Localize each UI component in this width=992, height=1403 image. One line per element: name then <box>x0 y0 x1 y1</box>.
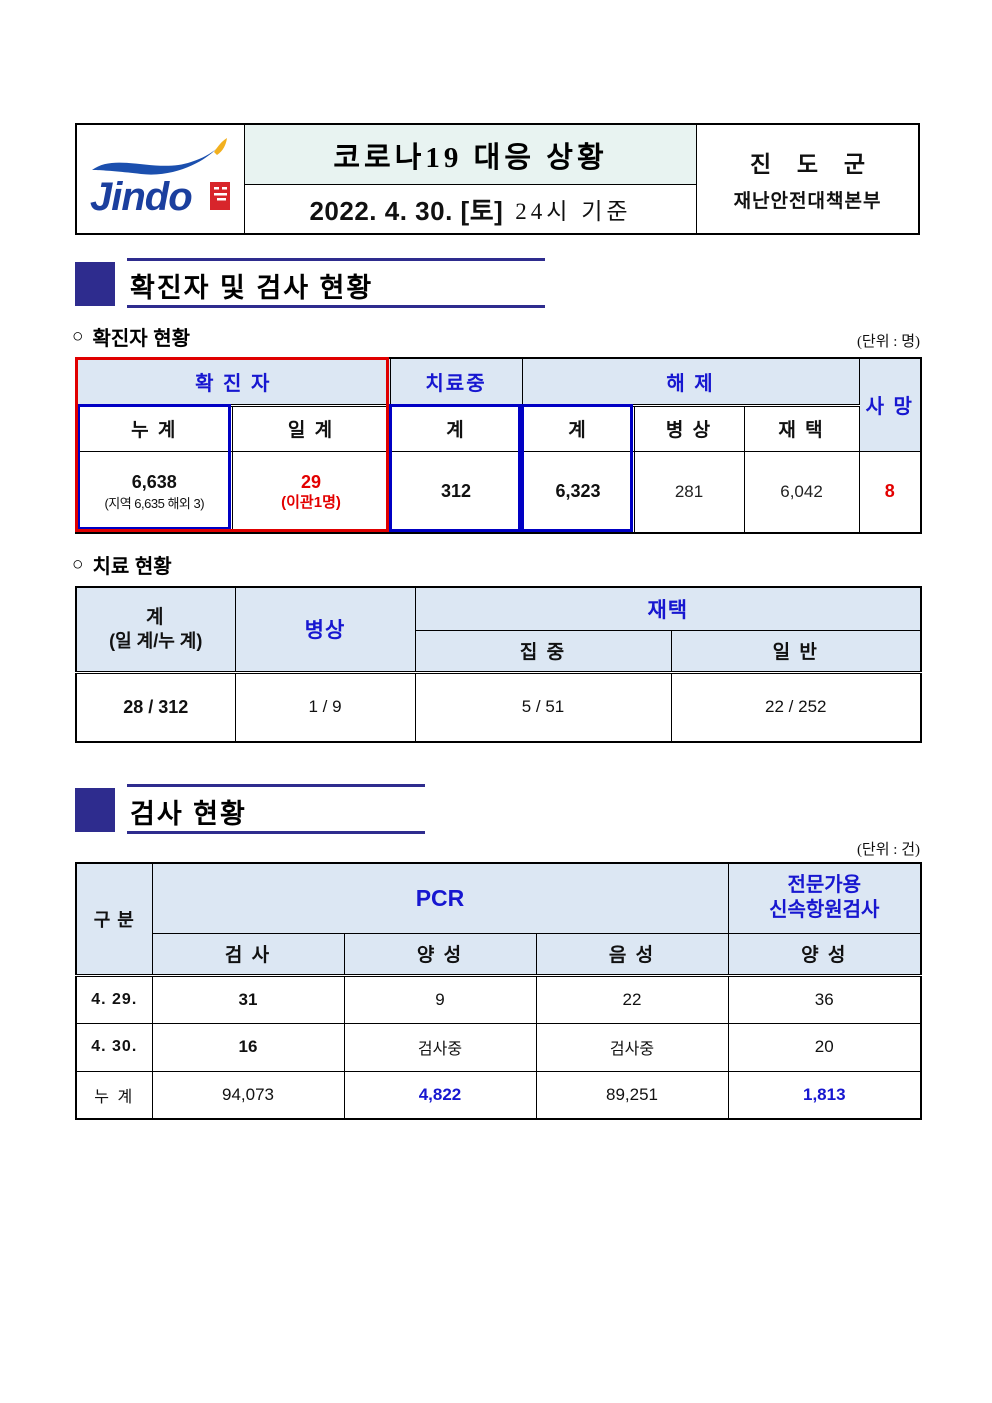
cell-released-total: 6,323 <box>521 450 635 534</box>
date-basis: 24시 기준 <box>515 199 632 224</box>
col-header-tested: 검 사 <box>151 932 345 977</box>
cell-treatment-general: 22 / 252 <box>670 671 922 743</box>
row-label: 4. 29. <box>75 974 153 1024</box>
logo-wordmark: Jindo <box>90 175 192 219</box>
org-name: 진 도 군 <box>750 152 875 177</box>
test-row-cumulative: 누 계 94,073 4,822 89,251 1,813 <box>75 1070 922 1120</box>
section2-topline <box>127 784 425 787</box>
col-header-intensive: 집 중 <box>414 629 672 674</box>
daily-value: 29 <box>300 471 322 492</box>
confirmed-table: 확 진 자 치료중 해 제 사 망 누 계 일 계 계 계 병 상 재 택 6,… <box>75 357 923 534</box>
unit-label-cases: (단위 : 건) <box>856 842 920 858</box>
col-header-general: 일 반 <box>670 629 922 674</box>
test-row-0430: 4. 30. 16 검사중 검사중 20 <box>75 1022 922 1072</box>
cell-released-bed: 281 <box>633 450 745 534</box>
org-department: 재난안전대책본부 <box>733 191 882 212</box>
cell-tested: 31 <box>151 974 345 1024</box>
section2-heading: 검사 현황 <box>130 799 247 829</box>
cell-rat-positive: 1,813 <box>727 1070 922 1120</box>
header-title-block: 코로나19 대응 상황 2022. 4. 30. [토] 24시 기준 <box>245 125 697 233</box>
cell-cumulative: 6,638 (지역 6,635 해외 3) <box>75 450 233 534</box>
colgroup-rat: 전문가용 신속항원검사 <box>727 862 922 934</box>
cell-negative: 89,251 <box>535 1070 729 1120</box>
cell-released-home: 6,042 <box>743 450 860 534</box>
cumulative-value: 6,638 <box>131 472 177 493</box>
col-header-released-bed: 병 상 <box>633 404 745 452</box>
section1-heading: 확진자 및 검사 현황 <box>130 273 374 303</box>
col-header-released-total: 계 <box>521 404 635 452</box>
cell-treatment-bed: 1 / 9 <box>234 671 416 743</box>
colgroup-pcr: PCR <box>151 862 729 934</box>
cell-tested: 16 <box>151 1022 345 1072</box>
cumulative-note: (지역 6,635 해외 3) <box>104 495 205 511</box>
col-header-released-home: 재 택 <box>743 404 860 452</box>
cell-treating-total: 312 <box>389 450 523 534</box>
cell-negative: 22 <box>535 974 729 1024</box>
header-banner: Jindo 코로나19 대응 상황 2022. 4. 30. [토] 24시 기… <box>75 123 920 235</box>
org-block: 진 도 군 재난안전대책본부 <box>697 125 918 233</box>
rat-header-line2: 신속항원검사 <box>769 899 880 922</box>
cell-positive: 4,822 <box>343 1070 537 1120</box>
cell-positive: 검사중 <box>343 1022 537 1072</box>
section1-bottomline <box>127 305 545 308</box>
treatment-table: 계 (일 계/누 계) 병상 재택 집 중 일 반 28 / 312 1 / 9… <box>75 586 923 743</box>
total-header-line1: 계 <box>146 607 166 629</box>
colgroup-released: 해 제 <box>521 357 860 407</box>
logo-wave-tip <box>213 138 227 155</box>
confirmed-table-wrap: 확 진 자 치료중 해 제 사 망 누 계 일 계 계 계 병 상 재 택 6,… <box>75 357 923 534</box>
treatment-subheading-label: 치료 현황 <box>92 556 172 578</box>
cell-treatment-intensive: 5 / 51 <box>414 671 672 743</box>
bullet-circle-icon: ○ <box>72 325 84 347</box>
section1-topline <box>127 258 545 261</box>
cell-negative: 검사중 <box>535 1022 729 1072</box>
col-header-positive: 양 성 <box>343 932 537 977</box>
cell-rat-positive: 20 <box>727 1022 922 1072</box>
colgroup-in-treatment: 치료중 <box>389 357 523 407</box>
bullet-circle-icon: ○ <box>72 553 84 575</box>
document-title: 코로나19 대응 상황 <box>245 125 696 185</box>
row-label: 4. 30. <box>75 1022 153 1072</box>
col-header-category: 구 분 <box>75 862 153 977</box>
confirmed-subheading: ○ 확진자 현황 <box>72 322 190 351</box>
daily-note: (이관1명) <box>281 494 341 512</box>
col-header-daily: 일 계 <box>231 404 391 452</box>
logo-wave-swoosh <box>91 149 216 175</box>
colgroup-home-care: 재택 <box>414 586 922 631</box>
unit-label-persons: (단위 : 명) <box>856 334 920 350</box>
cell-treatment-total: 28 / 312 <box>75 671 236 743</box>
test-row-0429: 4. 29. 31 9 22 36 <box>75 974 922 1024</box>
cell-positive: 9 <box>343 974 537 1024</box>
col-header-total: 계 (일 계/누 계) <box>75 586 236 674</box>
colgroup-deaths: 사 망 <box>858 357 922 452</box>
col-header-cumulative: 누 계 <box>75 404 233 452</box>
test-table-wrap: 구 분 PCR 전문가용 신속항원검사 검 사 양 성 음 성 양 성 4. 2… <box>75 862 923 1120</box>
jindo-logo-graphic: Jindo <box>90 138 230 219</box>
section2-square-bullet <box>75 788 115 832</box>
total-header-line2: (일 계/누 계) <box>109 630 203 651</box>
colgroup-confirmed: 확 진 자 <box>75 357 391 407</box>
cell-tested: 94,073 <box>151 1070 345 1120</box>
date-value: 2022. 4. 30. [토] <box>309 195 504 226</box>
col-header-negative: 음 성 <box>535 932 729 977</box>
test-table: 구 분 PCR 전문가용 신속항원검사 검 사 양 성 음 성 양 성 4. 2… <box>75 862 923 1120</box>
section1-square-bullet <box>75 262 115 306</box>
col-header-rat-positive: 양 성 <box>727 932 922 977</box>
treatment-subheading: ○ 치료 현황 <box>72 550 172 579</box>
jindo-logo: Jindo <box>77 125 245 233</box>
row-label: 누 계 <box>75 1070 153 1120</box>
cell-deaths: 8 <box>858 450 922 534</box>
col-header-treating-total: 계 <box>389 404 523 452</box>
col-header-bed: 병상 <box>234 586 416 674</box>
section2-bottomline <box>127 831 425 834</box>
jindo-seal <box>209 182 230 210</box>
confirmed-subheading-label: 확진자 현황 <box>92 328 191 350</box>
rat-header-line1: 전문가용 <box>787 874 862 897</box>
cell-rat-positive: 36 <box>727 974 922 1024</box>
cell-daily: 29 (이관1명) <box>231 450 391 534</box>
treatment-table-wrap: 계 (일 계/누 계) 병상 재택 집 중 일 반 28 / 312 1 / 9… <box>75 586 923 743</box>
document-date-line: 2022. 4. 30. [토] 24시 기준 <box>245 185 696 233</box>
